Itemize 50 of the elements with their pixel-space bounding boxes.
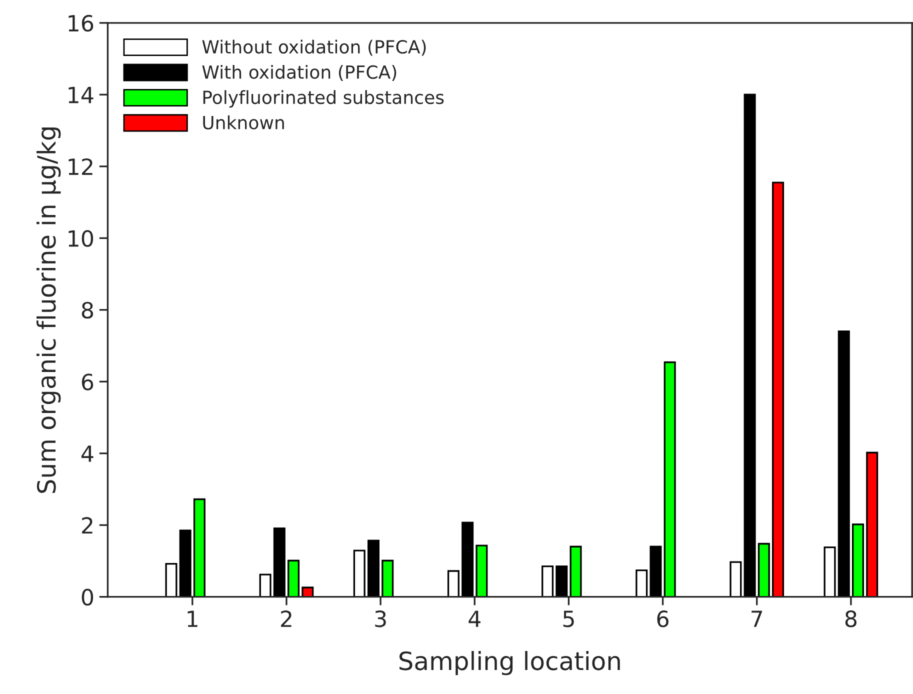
bar [852, 524, 864, 597]
y-tick-label: 8 [82, 302, 94, 319]
bar [650, 546, 662, 597]
y-tick-label: 16 [68, 14, 94, 32]
bar [273, 527, 286, 597]
x-tick-label: 1 [188, 610, 198, 627]
bar [542, 566, 554, 597]
y-tick-label: 0 [82, 588, 94, 606]
x-tick-label: 8 [845, 610, 856, 628]
x-tick-label: 2 [281, 610, 292, 627]
bar [288, 560, 300, 597]
y-axis-title: Sum organic fluorine in µg/kg [36, 127, 61, 493]
bar [165, 563, 178, 597]
bar [259, 574, 272, 597]
bar [179, 530, 192, 597]
bar [838, 330, 850, 597]
x-tick-label: 3 [375, 610, 386, 628]
y-tick-label: 2 [82, 517, 92, 534]
bar [664, 361, 676, 597]
x-tick-label: 5 [563, 610, 574, 628]
bar [447, 570, 460, 597]
y-tick-label: 4 [81, 446, 94, 462]
bar [866, 452, 878, 597]
y-tick-label: 14 [68, 86, 94, 104]
bar [758, 542, 770, 597]
bar [744, 94, 756, 597]
bar [302, 586, 314, 597]
bar [636, 569, 648, 597]
legend-label: With oxidation (PFCA) [202, 64, 396, 82]
x-axis-title: Sampling location [399, 650, 620, 676]
bar [476, 544, 488, 597]
bar [367, 540, 380, 597]
x-tick-label: 4 [468, 610, 480, 627]
y-tick-label: 12 [68, 158, 92, 175]
bar [556, 566, 568, 597]
bar [353, 550, 366, 597]
bar [382, 560, 394, 597]
bar [730, 561, 742, 597]
y-tick-label: 10 [68, 230, 94, 247]
bar [193, 498, 206, 597]
x-tick-label: 7 [752, 610, 762, 627]
bar [570, 546, 582, 597]
legend-label: Unknown [203, 115, 284, 130]
bar [462, 522, 474, 597]
x-tick-label: 6 [657, 610, 668, 628]
legend-label: Without oxidation (PFCA) [202, 40, 426, 56]
y-tick-label: 6 [82, 374, 94, 390]
legend-label: Polyfluorinated substances [203, 90, 444, 108]
bar [824, 546, 836, 597]
bar [772, 182, 784, 597]
